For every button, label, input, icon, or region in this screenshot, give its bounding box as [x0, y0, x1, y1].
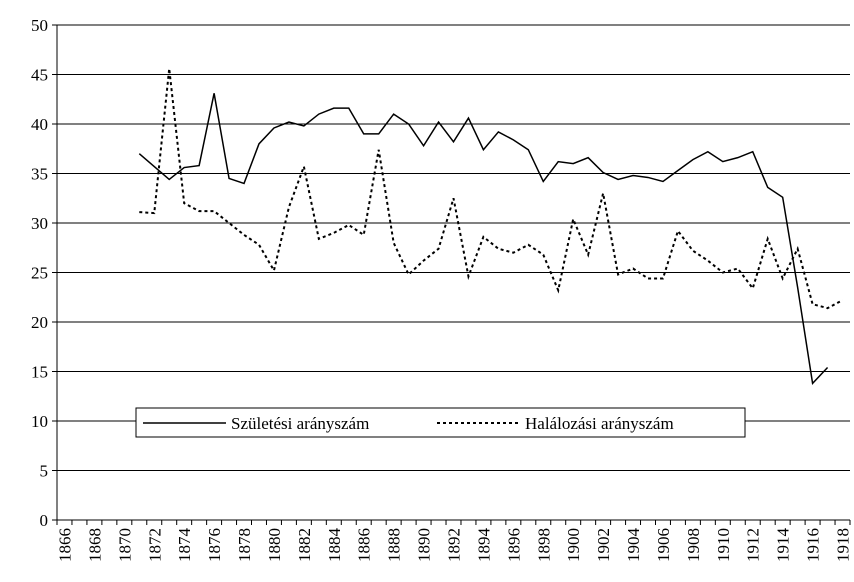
y-tick-label: 10 [31, 412, 48, 431]
y-tick-label: 30 [31, 214, 48, 233]
x-tick-label: 1906 [654, 528, 673, 562]
x-tick-label: 1908 [684, 528, 703, 562]
x-tick-label: 1882 [295, 528, 314, 562]
x-tick-label: 1878 [235, 528, 254, 562]
y-tick-label: 45 [31, 66, 48, 85]
x-tick-label: 1898 [534, 528, 553, 562]
x-tick-label: 1874 [175, 528, 194, 563]
x-tick-label: 1876 [205, 528, 224, 562]
y-tick-label: 50 [31, 16, 48, 35]
legend: Születési arányszám Halálozási arányszám [135, 407, 746, 438]
x-tick-label: 1886 [355, 528, 374, 562]
x-tick-label: 1902 [594, 528, 613, 562]
x-tick-label: 1916 [804, 528, 823, 562]
x-tick-label: 1890 [415, 528, 434, 562]
legend-label: Születési arányszám [231, 414, 369, 433]
legend-label: Halálozási arányszám [525, 414, 674, 433]
y-tick-label: 5 [40, 462, 49, 481]
y-tick-label: 35 [31, 165, 48, 184]
y-tick-label: 0 [40, 511, 49, 530]
x-tick-label: 1896 [504, 528, 523, 562]
x-tick-label: 1910 [714, 528, 733, 562]
x-tick-label: 1904 [624, 528, 643, 563]
x-tick-label: 1918 [834, 528, 853, 562]
data-line [139, 68, 843, 310]
y-tick-label: 15 [31, 363, 48, 382]
y-tick-label: 25 [31, 264, 48, 283]
legend-box [135, 407, 746, 438]
x-tick-label: 1900 [564, 528, 583, 562]
x-tick-label: 1868 [85, 528, 104, 562]
x-tick-label: 1870 [115, 528, 134, 562]
x-tick-label: 1866 [55, 528, 74, 562]
x-tick-label: 1888 [385, 528, 404, 562]
y-tick-label: 20 [31, 313, 48, 332]
x-tick-label: 1894 [474, 528, 493, 563]
x-tick-label: 1884 [325, 528, 344, 563]
x-tick-label: 1914 [774, 528, 793, 563]
x-tick-label: 1880 [265, 528, 284, 562]
y-tick-label: 40 [31, 115, 48, 134]
data-line [138, 93, 829, 386]
x-tick-label: 1872 [145, 528, 164, 562]
x-tick-label: 1912 [744, 528, 763, 562]
x-tick-label: 1892 [445, 528, 464, 562]
